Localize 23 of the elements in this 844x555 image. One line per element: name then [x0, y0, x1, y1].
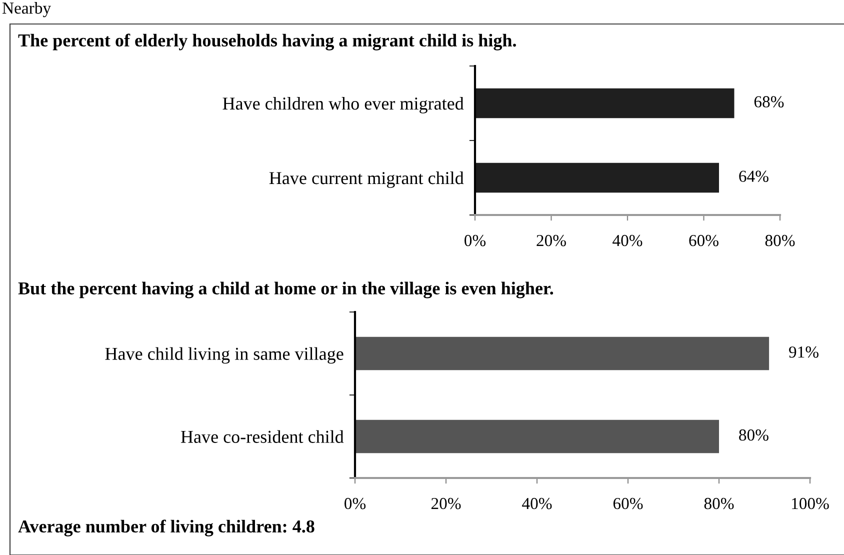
x-tick-label: 60% — [689, 234, 718, 246]
data-label: 80% — [739, 429, 768, 441]
y-tick-label: Have children who ever migrated — [222, 96, 464, 114]
data-label: 91% — [789, 346, 818, 358]
y-tick-label: Have co-resident child — [180, 430, 344, 443]
data-label: 68% — [754, 96, 784, 108]
x-tick-label: 20% — [431, 498, 461, 510]
text: The percent of elderly households having a migrant child is high. — [18, 34, 516, 50]
x-tick-label: 80% — [765, 234, 795, 246]
x-tick-label: 40% — [522, 498, 552, 510]
chart-title: But the percent having a child at home or in the village is even higher. — [18, 282, 554, 298]
x-tick-label: 40% — [612, 234, 642, 246]
x-tick-label: 100% — [792, 498, 829, 510]
text: Nearby — [2, 2, 51, 18]
x-tick-label: 0% — [344, 498, 366, 510]
text: Average number of living children: 4.8 — [18, 520, 314, 536]
x-tick-label: 0% — [464, 234, 486, 246]
data-label: 64% — [739, 170, 768, 182]
y-tick-label: Have current migrant child — [269, 171, 464, 188]
x-tick-label: 60% — [613, 498, 643, 510]
y-tick-label: Have child living in same village — [105, 347, 344, 364]
x-tick-label: 20% — [536, 234, 566, 246]
x-tick-label: 80% — [704, 498, 734, 510]
